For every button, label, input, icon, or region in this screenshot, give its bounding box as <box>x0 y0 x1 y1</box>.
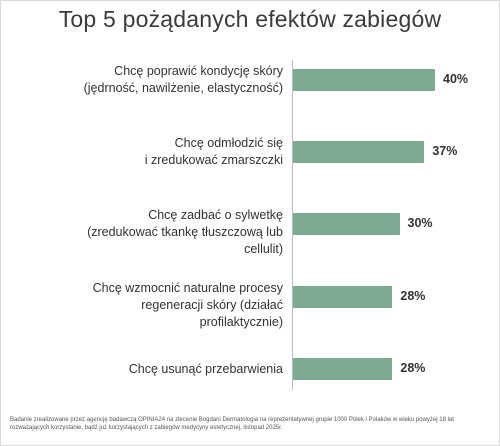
data-label: 30% <box>407 216 433 230</box>
bar <box>293 286 393 308</box>
category-label-line: Chcę zadbać o sylwetkę <box>148 208 283 222</box>
category-label-line: regeneracji skóry (działać profilaktyczn… <box>141 298 283 329</box>
category-label-line: (jędrność, nawilżenie, elastyczność) <box>83 81 283 95</box>
category-label-line: Chcę usunąć przebarwienia <box>128 361 283 376</box>
bar <box>293 141 425 163</box>
data-label: 37% <box>432 144 458 158</box>
category-label: Chcę zadbać o sylwetkę (zredukować tkankę… <box>63 207 283 258</box>
bar <box>293 213 400 235</box>
footnote: Badanie zrealizowane przez agencję badaw… <box>10 417 454 431</box>
category-label-line: Chcę odmłodzić się <box>174 136 283 150</box>
category-label: Chcę wzmocnić naturalne procesy regenerac… <box>63 280 283 331</box>
category-label-line: (zredukować tkankę tłuszczową lub cellul… <box>87 225 283 256</box>
category-label: Chcę odmłodzić się i zredukować zmarszczk… <box>63 135 283 169</box>
data-label: 28% <box>400 361 426 375</box>
category-label-line: Chcę wzmocnić naturalne procesy <box>92 281 283 295</box>
data-label: 40% <box>443 72 469 86</box>
category-label-line: i zredukować zmarszczki <box>144 153 283 167</box>
chart-title: Top 5 pożądanych efektów zabiegów <box>58 6 442 32</box>
category-label: Chcę usunąć przebarwienia <box>63 361 283 378</box>
category-label-line: Chcę poprawić kondycję skóry <box>114 64 283 78</box>
bar <box>293 358 393 380</box>
bar <box>293 69 435 91</box>
y-axis-line <box>292 60 293 390</box>
category-label: Chcę poprawić kondycję skóry (jędrność, n… <box>63 63 283 97</box>
data-label: 28% <box>400 289 426 303</box>
